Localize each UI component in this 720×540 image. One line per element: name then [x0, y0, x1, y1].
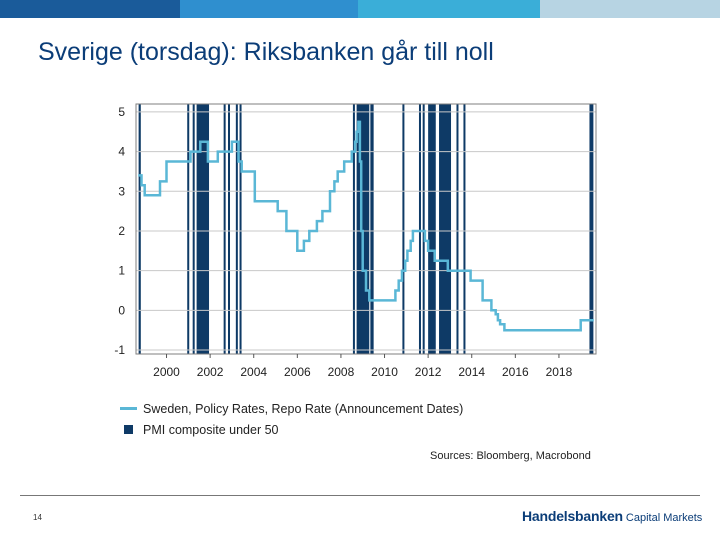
pmi-bar-9 — [352, 104, 355, 354]
top-bar-segment-4 — [540, 0, 720, 18]
chart-legend: Sweden, Policy Rates, Repo Rate (Announc… — [120, 398, 463, 440]
pmi-bar-4 — [196, 104, 210, 354]
legend-label-repo-rate: Sweden, Policy Rates, Repo Rate (Announc… — [143, 401, 464, 416]
top-bar-segment-3 — [358, 0, 540, 18]
x-tick-label-2: 2004 — [240, 365, 267, 379]
x-tick-label-8: 2016 — [502, 365, 529, 379]
pmi-bar-3 — [192, 104, 195, 354]
x-tick-label-5: 2010 — [371, 365, 398, 379]
pmi-bar-19 — [589, 104, 594, 354]
repo-rate-series-line — [138, 120, 594, 332]
pmi-bar-2 — [187, 104, 190, 354]
pmi-bar-5 — [223, 104, 226, 354]
pmi-bar-10 — [356, 104, 370, 354]
series-layer — [138, 120, 594, 332]
legend-box-swatch — [124, 425, 133, 434]
y-tick-label-0: 5 — [118, 105, 125, 119]
top-color-bar — [0, 0, 720, 18]
logo-main-text: Handelsbanken — [522, 508, 623, 524]
y-tick-label-2: 3 — [118, 184, 125, 198]
pmi-bar-16 — [439, 104, 452, 354]
x-tick-label-6: 2012 — [415, 365, 442, 379]
logo-sub-text: Capital Markets — [625, 512, 703, 524]
pmi-bar-11 — [370, 104, 374, 354]
pmi-bar-1 — [138, 104, 141, 354]
axis-layer: 5 4 3 2 1 0 -1 2000 2002 2004 2006 2008 2010 2012 2014… — [114, 103, 597, 379]
page-number: 14 — [33, 513, 42, 522]
pmi-bars-layer — [138, 104, 594, 354]
x-tick-label-7: 2014 — [458, 365, 485, 379]
page-title: Sverige (torsdag): Riksbanken går till n… — [38, 38, 494, 66]
top-bar-segment-1 — [0, 0, 180, 18]
pmi-bar-18 — [463, 104, 466, 354]
legend-line-swatch — [120, 407, 137, 410]
x-tick-label-0: 2000 — [153, 365, 180, 379]
pmi-bar-8 — [239, 104, 242, 354]
legend-item-repo-rate: Sweden, Policy Rates, Repo Rate (Announc… — [120, 398, 463, 419]
pmi-bar-14 — [422, 104, 425, 354]
pmi-bar-13 — [418, 104, 421, 354]
sources-note: Sources: Bloomberg, Macrobond — [430, 450, 591, 462]
pmi-bar-7 — [235, 104, 238, 354]
y-tick-label-6: -1 — [114, 343, 125, 357]
top-bar-segment-2 — [180, 0, 358, 18]
pmi-bar-15 — [428, 104, 436, 354]
x-tick-label-1: 2002 — [197, 365, 224, 379]
legend-label-pmi: PMI composite under 50 — [143, 422, 279, 437]
brand-logo: Handelsbanken Capital Markets — [522, 508, 702, 526]
pmi-bar-17 — [456, 104, 459, 354]
y-tick-label-5: 0 — [118, 303, 125, 317]
x-tick-label-9: 2018 — [546, 365, 573, 379]
pmi-bar-12 — [402, 104, 405, 354]
legend-item-pmi: PMI composite under 50 — [120, 419, 463, 440]
y-tick-label-1: 4 — [118, 145, 125, 159]
footer-divider — [20, 495, 700, 496]
plot-frame — [135, 103, 597, 355]
x-tick-label-3: 2006 — [284, 365, 311, 379]
pmi-bar-6 — [228, 104, 230, 354]
x-tick-label-4: 2008 — [328, 365, 355, 379]
y-tick-label-3: 2 — [118, 224, 125, 238]
y-tick-label-4: 1 — [118, 264, 125, 278]
